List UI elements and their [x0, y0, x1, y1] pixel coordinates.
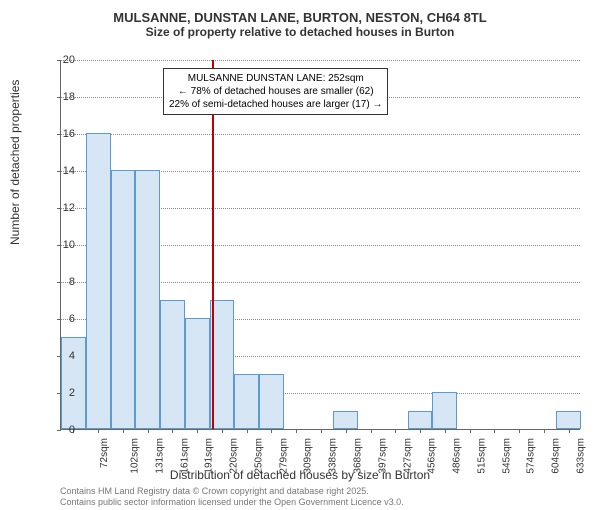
footer-text: Contains HM Land Registry data © Crown c… [60, 486, 404, 508]
xtick-label: 486sqm [452, 438, 463, 474]
xtick-label: 397sqm [377, 438, 388, 474]
ytick-label: 8 [45, 276, 75, 288]
xtick-mark [222, 429, 223, 433]
ytick-label: 14 [45, 165, 75, 177]
annotation-line2: ← 78% of detached houses are smaller (62… [169, 85, 382, 98]
ytick-label: 12 [45, 202, 75, 214]
xtick-mark [445, 429, 446, 433]
bar [160, 300, 185, 430]
xtick-label: 427sqm [402, 438, 413, 474]
xtick-mark [197, 429, 198, 433]
xtick-mark [395, 429, 396, 433]
plot-area: MULSANNE DUNSTAN LANE: 252sqm← 78% of de… [60, 60, 580, 430]
xtick-label: 102sqm [130, 438, 141, 474]
xtick-label: 191sqm [204, 438, 215, 474]
xtick-mark [271, 429, 272, 433]
bar [432, 392, 457, 429]
annotation-box: MULSANNE DUNSTAN LANE: 252sqm← 78% of de… [163, 68, 388, 115]
bar [135, 170, 160, 429]
xtick-label: 220sqm [229, 438, 240, 474]
xtick-label: 279sqm [278, 438, 289, 474]
chart-container: MULSANNE, DUNSTAN LANE, BURTON, NESTON, … [0, 10, 600, 510]
xtick-label: 368sqm [353, 438, 364, 474]
ytick-label: 0 [45, 424, 75, 436]
annotation-line3: 22% of semi-detached houses are larger (… [169, 98, 382, 111]
xtick-mark [247, 429, 248, 433]
xtick-label: 515sqm [476, 438, 487, 474]
xtick-label: 309sqm [303, 438, 314, 474]
xtick-label: 545sqm [501, 438, 512, 474]
bar [333, 411, 358, 430]
xtick-mark [544, 429, 545, 433]
ytick-label: 16 [45, 128, 75, 140]
bar [234, 374, 259, 430]
ytick-label: 6 [45, 313, 75, 325]
xtick-label: 574sqm [526, 438, 537, 474]
xtick-mark [569, 429, 570, 433]
xtick-mark [296, 429, 297, 433]
gridline [61, 60, 580, 61]
xtick-mark [371, 429, 372, 433]
y-axis-label: Number of detached properties [8, 80, 22, 245]
bar [259, 374, 284, 430]
xtick-label: 72sqm [99, 438, 110, 468]
xtick-mark [148, 429, 149, 433]
xtick-mark [172, 429, 173, 433]
xtick-label: 161sqm [179, 438, 190, 474]
xtick-label: 604sqm [551, 438, 562, 474]
annotation-line1: MULSANNE DUNSTAN LANE: 252sqm [169, 72, 382, 85]
xtick-mark [420, 429, 421, 433]
ytick-label: 18 [45, 91, 75, 103]
xtick-mark [470, 429, 471, 433]
xtick-mark [98, 429, 99, 433]
xtick-label: 456sqm [427, 438, 438, 474]
footer-line2: Contains public sector information licen… [60, 497, 404, 508]
chart-title-sub: Size of property relative to detached ho… [0, 25, 600, 39]
xtick-mark [494, 429, 495, 433]
bar [185, 318, 210, 429]
xtick-label: 633sqm [575, 438, 586, 474]
bar [111, 170, 136, 429]
ytick-label: 20 [45, 54, 75, 66]
ytick-label: 2 [45, 387, 75, 399]
xtick-label: 338sqm [328, 438, 339, 474]
xtick-mark [346, 429, 347, 433]
footer-line1: Contains HM Land Registry data © Crown c… [60, 486, 404, 497]
xtick-mark [321, 429, 322, 433]
chart-title-main: MULSANNE, DUNSTAN LANE, BURTON, NESTON, … [0, 10, 600, 25]
xtick-mark [123, 429, 124, 433]
gridline [61, 134, 580, 135]
bar [556, 411, 581, 430]
ytick-label: 10 [45, 239, 75, 251]
bar [408, 411, 433, 430]
xtick-label: 131sqm [154, 438, 165, 474]
bar [86, 133, 111, 429]
reference-line [212, 60, 214, 429]
ytick-label: 4 [45, 350, 75, 362]
xtick-mark [519, 429, 520, 433]
xtick-label: 250sqm [254, 438, 265, 474]
